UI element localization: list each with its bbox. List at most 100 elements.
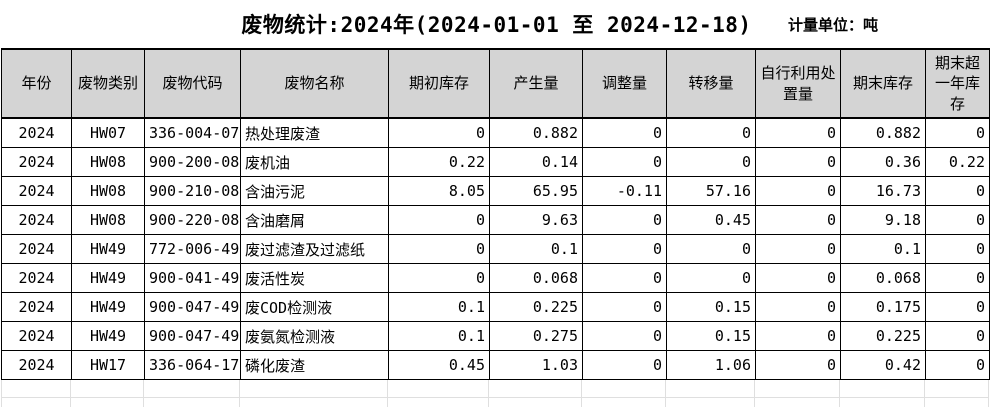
empty-grid-cell [489,398,582,407]
cell-transferred-amount: 0 [666,147,756,177]
cell-transferred-amount: 57.16 [666,176,756,206]
empty-grid-row [1,398,990,407]
cell-self-utilized-disposed-amount: 0 [755,205,841,235]
empty-grid-cell [755,380,840,398]
cell-year: 2024 [1,321,72,351]
table-header-row: 年份 废物类别 废物代码 废物名称 期初库存 产生量 调整量 转移量 自行利用处置量 期末库存 期末… [1,48,990,119]
cell-waste-name: 废COD检测液 [240,292,389,322]
column-header-waste-code: 废物代码 [144,48,241,119]
column-header-generated-amount: 产生量 [489,48,583,119]
cell-adjustment-amount: 0 [582,263,667,293]
cell-closing-stock-over-one-year: 0.22 [925,147,990,177]
cell-self-utilized-disposed-amount: 0 [755,117,841,148]
column-header-self-utilized-disposed-amount: 自行利用处置量 [755,48,841,119]
table-row: 2024 HW08 900-220-08 含油磨屑 0 9.63 0 0.45 0 9.18 0 [1,205,990,235]
cell-opening-stock: 0 [388,263,490,293]
empty-grid-cell [240,380,388,398]
cell-closing-stock-over-one-year: 0 [925,176,990,206]
column-header-opening-stock: 期初库存 [388,48,490,119]
cell-closing-stock: 0.068 [840,263,926,293]
cell-waste-category: HW49 [71,321,145,351]
table-row: 2024 HW08 900-210-08 含油污泥 8.05 65.95 -0.11 57.1… [1,176,990,206]
cell-self-utilized-disposed-amount: 0 [755,234,841,264]
cell-year: 2024 [1,234,72,264]
cell-generated-amount: 0.1 [489,234,583,264]
empty-grid-cell [489,380,582,398]
cell-opening-stock: 0.45 [388,350,490,380]
cell-waste-name: 废活性炭 [240,263,389,293]
cell-transferred-amount: 0 [666,117,756,148]
cell-waste-category: HW08 [71,176,145,206]
cell-year: 2024 [1,292,72,322]
cell-closing-stock: 0.225 [840,321,926,351]
cell-waste-category: HW49 [71,263,145,293]
cell-transferred-amount: 0.45 [666,205,756,235]
column-header-closing-stock: 期末库存 [840,48,926,119]
cell-waste-code: 900-210-08 [144,176,241,206]
cell-opening-stock: 0 [388,117,490,148]
cell-year: 2024 [1,350,72,380]
cell-waste-name: 含油磨屑 [240,205,389,235]
cell-waste-code: 900-047-49 [144,292,241,322]
cell-opening-stock: 0 [388,234,490,264]
cell-closing-stock-over-one-year: 0 [925,321,990,351]
waste-stats-table: 年份 废物类别 废物代码 废物名称 期初库存 产生量 调整量 转移量 自行利用处置量 期末库存 期末… [1,48,990,380]
cell-opening-stock: 0 [388,205,490,235]
empty-grid-cell [840,398,925,407]
cell-waste-code: 336-004-07 [144,117,241,148]
cell-closing-stock: 0.175 [840,292,926,322]
cell-year: 2024 [1,176,72,206]
table-row: 2024 HW07 336-004-07 热处理废渣 0 0.882 0 0 0 0.882 0 [1,117,990,148]
cell-opening-stock: 8.05 [388,176,490,206]
cell-closing-stock-over-one-year: 0 [925,292,990,322]
cell-adjustment-amount: 0 [582,117,667,148]
cell-closing-stock-over-one-year: 0 [925,117,990,148]
empty-grid-cell [582,398,666,407]
cell-generated-amount: 65.95 [489,176,583,206]
cell-waste-code: 900-041-49 [144,263,241,293]
cell-year: 2024 [1,147,72,177]
cell-waste-code: 772-006-49 [144,234,241,264]
column-header-transferred-amount: 转移量 [666,48,756,119]
column-header-waste-category: 废物类别 [71,48,145,119]
cell-self-utilized-disposed-amount: 0 [755,263,841,293]
empty-grid-cell [71,380,144,398]
empty-grid-cell [582,380,666,398]
empty-grid-cell [144,398,240,407]
cell-waste-name: 废氨氮检测液 [240,321,389,351]
cell-closing-stock: 0.1 [840,234,926,264]
table-row: 2024 HW49 900-047-49 废氨氮检测液 0.1 0.275 0 0.15 0 0.… [1,321,990,351]
cell-generated-amount: 1.03 [489,350,583,380]
cell-closing-stock: 0.42 [840,350,926,380]
cell-waste-name: 废机油 [240,147,389,177]
empty-grid-cell [388,398,489,407]
empty-grid-cell [666,380,755,398]
column-header-year: 年份 [1,48,72,119]
cell-waste-code: 900-047-49 [144,321,241,351]
cell-transferred-amount: 0 [666,234,756,264]
cell-adjustment-amount: -0.11 [582,176,667,206]
cell-closing-stock-over-one-year: 0 [925,350,990,380]
cell-year: 2024 [1,263,72,293]
title-bar: 废物统计:2024年(2024-01-01 至 2024-12-18) 计量单位… [0,0,993,48]
cell-waste-name: 磷化废渣 [240,350,389,380]
cell-year: 2024 [1,117,72,148]
column-header-waste-name: 废物名称 [240,48,389,119]
cell-waste-category: HW49 [71,234,145,264]
empty-grid-cell [388,380,489,398]
cell-generated-amount: 9.63 [489,205,583,235]
empty-grid-cell [666,398,755,407]
cell-adjustment-amount: 0 [582,350,667,380]
cell-transferred-amount: 0 [666,263,756,293]
cell-opening-stock: 0.22 [388,147,490,177]
cell-transferred-amount: 1.06 [666,350,756,380]
empty-grid-cell [1,380,71,398]
empty-grid-row [1,380,990,398]
table-row: 2024 HW08 900-200-08 废机油 0.22 0.14 0 0 0 0.36 0.22 [1,147,990,177]
cell-generated-amount: 0.068 [489,263,583,293]
cell-generated-amount: 0.275 [489,321,583,351]
empty-grid-cell [925,398,989,407]
cell-closing-stock-over-one-year: 0 [925,205,990,235]
table-row: 2024 HW49 900-041-49 废活性炭 0 0.068 0 0 0 0.068 0 [1,263,990,293]
